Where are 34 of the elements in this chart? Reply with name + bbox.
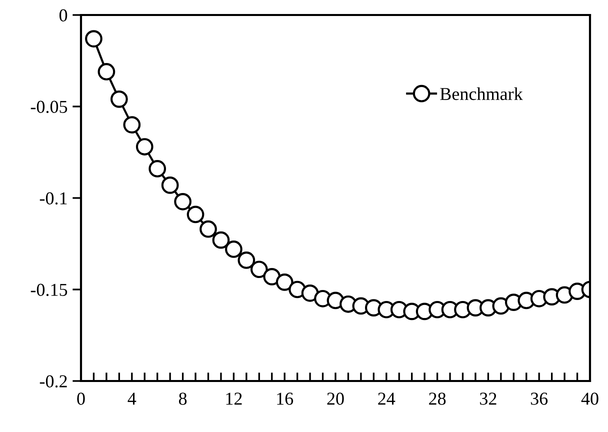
x-tick-label: 0	[77, 392, 85, 405]
x-tick-label: 28	[429, 392, 446, 405]
x-tick-label: 24	[378, 392, 396, 405]
x-tick-label: 36	[530, 392, 548, 405]
x-tick-label: 4	[128, 392, 136, 405]
point	[225, 240, 242, 258]
point	[186, 206, 204, 224]
y-tick-label: -0.05	[30, 100, 68, 114]
point	[200, 220, 217, 238]
point	[85, 30, 102, 48]
x-tick-label: 16	[277, 392, 294, 405]
point	[301, 284, 319, 302]
point	[98, 63, 116, 80]
y-tick-label: -0.15	[30, 284, 68, 296]
point	[110, 90, 128, 108]
y-tick-label: 0	[59, 9, 68, 22]
x-tick-label: 8	[178, 392, 187, 405]
x-tick-label: 40	[581, 392, 598, 405]
point	[161, 176, 179, 194]
point	[148, 160, 166, 178]
point	[250, 260, 268, 278]
point	[263, 268, 281, 286]
x-tick-label: 32	[480, 392, 496, 405]
x-tick-label: 20	[327, 392, 344, 405]
x-tick-label: 12	[226, 392, 242, 405]
y-tick-label: -0.2	[40, 375, 67, 388]
point	[212, 231, 230, 249]
point	[136, 138, 154, 156]
point	[276, 273, 294, 291]
point	[238, 252, 256, 269]
point	[123, 116, 141, 134]
point	[174, 192, 192, 210]
legend-label: Benchmark	[440, 87, 523, 100]
y-tick-label: -0.1	[40, 192, 67, 205]
